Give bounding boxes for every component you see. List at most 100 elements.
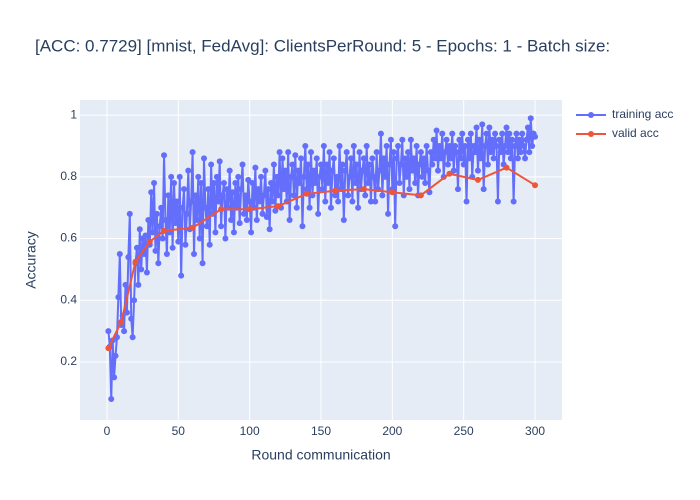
data-point <box>403 173 410 180</box>
data-point <box>446 170 453 177</box>
data-point <box>462 142 469 149</box>
data-point <box>526 149 533 156</box>
data-point <box>255 186 262 193</box>
data-point <box>410 155 417 162</box>
data-point <box>135 281 142 288</box>
data-point <box>402 155 409 162</box>
data-point <box>118 318 125 325</box>
data-point <box>246 206 253 213</box>
data-point <box>433 127 440 134</box>
data-point <box>522 155 529 162</box>
x-tick-label: 300 <box>525 424 545 438</box>
y-tick-label: 0.4 <box>60 292 77 306</box>
data-point <box>116 250 123 257</box>
data-point <box>366 161 373 168</box>
data-point <box>159 235 166 242</box>
data-point <box>355 204 362 211</box>
data-point <box>125 254 132 261</box>
x-axis-title: Round communication <box>251 447 390 463</box>
x-tick-label: 50 <box>172 424 186 438</box>
data-point <box>280 186 287 193</box>
data-point <box>452 142 459 149</box>
data-point <box>203 223 210 230</box>
y-tick-label: 0.2 <box>60 354 77 368</box>
data-point <box>246 198 253 205</box>
data-point <box>185 167 192 174</box>
data-point <box>376 167 383 174</box>
data-point <box>312 180 319 187</box>
data-point <box>350 142 357 149</box>
data-point <box>437 155 444 162</box>
data-point <box>146 238 153 245</box>
data-point <box>315 210 322 217</box>
data-point <box>474 167 481 174</box>
data-point <box>222 235 229 242</box>
data-point <box>292 152 299 159</box>
data-point <box>326 149 333 156</box>
data-point <box>111 374 118 381</box>
data-point <box>377 130 384 137</box>
data-point <box>397 161 404 168</box>
data-point <box>532 133 539 140</box>
data-point <box>490 155 497 162</box>
data-point <box>412 180 419 187</box>
data-point <box>390 149 397 156</box>
data-point <box>395 142 402 149</box>
data-point <box>229 189 236 196</box>
data-point <box>472 149 479 156</box>
data-point <box>413 142 420 149</box>
data-point <box>215 198 222 205</box>
data-point <box>464 136 471 143</box>
data-point <box>503 164 510 171</box>
data-point <box>219 192 226 199</box>
data-point <box>409 167 416 174</box>
data-point <box>128 315 135 322</box>
data-point <box>298 155 305 162</box>
data-point <box>320 142 327 149</box>
data-point <box>178 272 185 279</box>
data-point <box>349 198 356 205</box>
data-point <box>189 149 196 156</box>
data-point <box>172 220 179 227</box>
data-point <box>288 173 295 180</box>
data-point <box>510 198 517 205</box>
data-point <box>365 180 372 187</box>
data-point <box>532 182 539 189</box>
data-point <box>179 204 186 211</box>
data-point <box>286 217 293 224</box>
data-point <box>513 130 520 137</box>
data-point <box>263 213 270 220</box>
y-axis-title: Accuracy <box>23 231 39 289</box>
data-point <box>300 173 307 180</box>
data-point <box>149 229 156 236</box>
data-point <box>386 161 393 168</box>
data-point <box>220 180 227 187</box>
data-point <box>503 124 510 131</box>
data-point <box>486 124 493 131</box>
data-point <box>212 229 219 236</box>
data-point <box>245 176 252 183</box>
data-point <box>202 204 209 211</box>
data-point <box>393 155 400 162</box>
data-point <box>299 223 306 230</box>
data-point <box>148 189 155 196</box>
data-point <box>218 206 225 213</box>
data-point <box>105 328 112 335</box>
data-point <box>158 204 165 211</box>
data-point <box>122 281 129 288</box>
data-point <box>387 136 394 143</box>
data-point <box>330 155 337 162</box>
data-point <box>432 155 439 162</box>
y-tick-label: 1 <box>70 107 77 121</box>
data-point <box>138 266 145 273</box>
data-point <box>169 244 176 251</box>
data-point <box>359 167 366 174</box>
x-tick-label: 150 <box>311 424 331 438</box>
data-point <box>151 180 158 187</box>
data-point <box>276 149 283 156</box>
data-point <box>232 180 239 187</box>
data-point <box>339 161 346 168</box>
data-point <box>482 142 489 149</box>
data-point <box>253 217 260 224</box>
data-point <box>512 142 519 149</box>
